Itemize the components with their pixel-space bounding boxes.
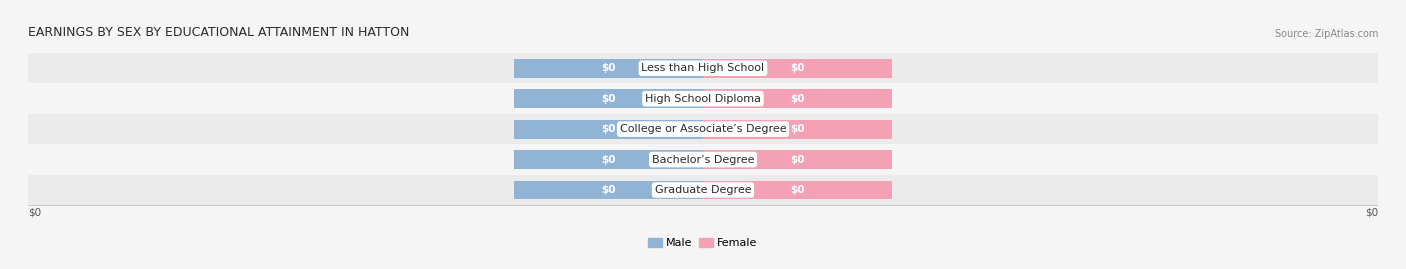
Text: $0: $0 (602, 124, 616, 134)
Bar (703, 59, 891, 78)
Text: $0: $0 (1365, 208, 1378, 218)
Bar (515, 150, 703, 169)
Bar (28, 114, 1378, 144)
Text: Graduate Degree: Graduate Degree (655, 185, 751, 195)
Text: $0: $0 (790, 124, 804, 134)
Text: $0: $0 (790, 94, 804, 104)
Bar (515, 59, 703, 78)
Text: EARNINGS BY SEX BY EDUCATIONAL ATTAINMENT IN HATTON: EARNINGS BY SEX BY EDUCATIONAL ATTAINMEN… (28, 26, 409, 39)
Bar (28, 53, 1378, 83)
Bar (515, 89, 703, 108)
Bar (703, 180, 891, 200)
Bar (28, 175, 1378, 205)
Text: $0: $0 (790, 185, 804, 195)
Text: $0: $0 (602, 155, 616, 165)
Legend: Male, Female: Male, Female (644, 233, 762, 253)
Bar (515, 120, 703, 139)
Text: Bachelor’s Degree: Bachelor’s Degree (652, 155, 754, 165)
Bar (515, 180, 703, 200)
Text: Source: ZipAtlas.com: Source: ZipAtlas.com (1274, 29, 1378, 39)
Bar (703, 89, 891, 108)
Bar (28, 83, 1378, 114)
Text: $0: $0 (790, 63, 804, 73)
Bar (703, 120, 891, 139)
Text: $0: $0 (28, 208, 41, 218)
Bar (703, 150, 891, 169)
Text: $0: $0 (602, 94, 616, 104)
Text: $0: $0 (602, 63, 616, 73)
Text: $0: $0 (790, 155, 804, 165)
Text: High School Diploma: High School Diploma (645, 94, 761, 104)
Text: $0: $0 (602, 185, 616, 195)
Bar (28, 144, 1378, 175)
Text: College or Associate’s Degree: College or Associate’s Degree (620, 124, 786, 134)
Text: Less than High School: Less than High School (641, 63, 765, 73)
